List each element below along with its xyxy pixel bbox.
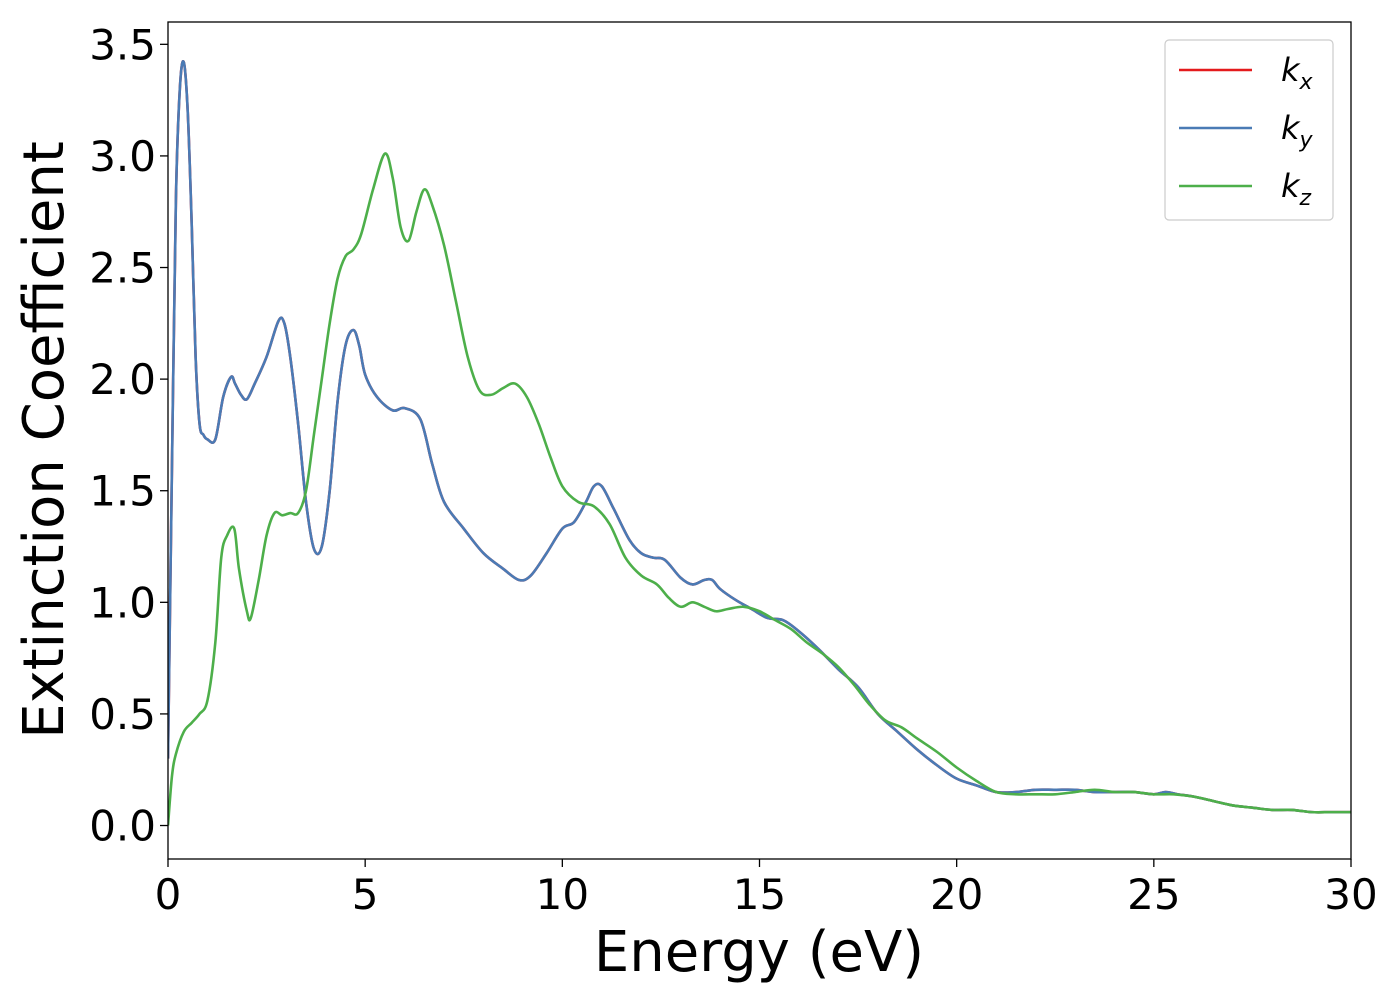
y-tick-label: 2.5 [89,244,156,293]
x-axis-title: Energy (eV) [594,920,924,985]
series-layer [168,60,1351,826]
y-tick-label: 0.0 [89,802,156,851]
series-line-z [168,152,1351,826]
x-tick-label: 25 [1127,870,1180,919]
y-tick-label: 2.0 [89,355,156,404]
y-axis-ticks: 0.0 0.5 1.0 1.5 2.0 2.5 3.0 3.5 [89,20,168,851]
x-tick-label: 20 [930,870,983,919]
x-tick-label: 5 [352,870,379,919]
y-axis-title: Extinction Coefficient [12,141,77,739]
x-tick-label: 30 [1324,870,1377,919]
y-tick-label: 1.0 [89,578,156,627]
series-line-y [168,60,1351,814]
y-tick-label: 0.5 [89,690,156,739]
x-tick-label: 10 [536,870,589,919]
x-tick-label: 0 [155,870,182,919]
y-tick-label: 3.0 [89,132,156,181]
y-tick-label: 1.5 [89,467,156,516]
x-tick-label: 15 [733,870,786,919]
legend-box [1164,39,1334,221]
y-tick-label: 3.5 [89,20,156,69]
x-axis-ticks: 0 5 10 15 20 25 30 [155,859,1378,919]
